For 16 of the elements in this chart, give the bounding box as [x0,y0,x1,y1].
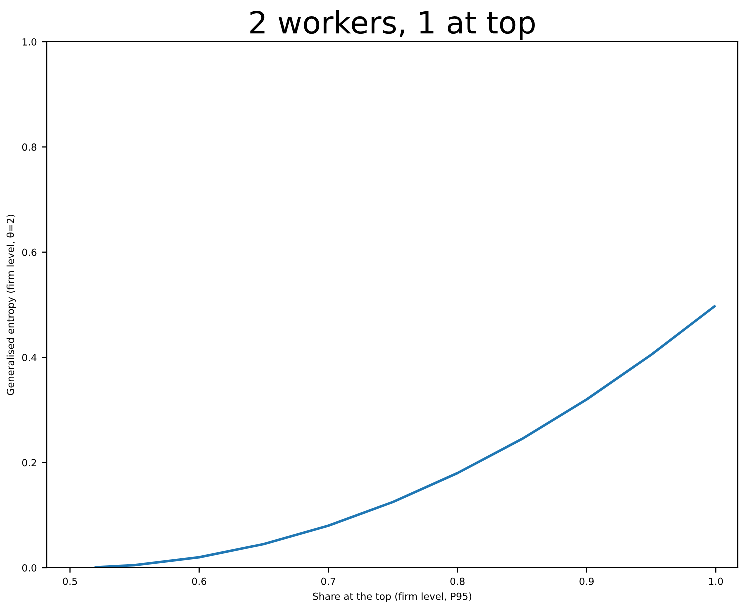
chart-title: 2 workers, 1 at top [250,10,536,40]
x-tick-label: 0.7 [321,578,336,586]
x-axis-title: Share at the top (firm level, P95) [313,592,472,602]
y-tick-label: 0.4 [22,354,37,362]
x-tick-label: 0.6 [192,578,207,586]
y-tick-label: 1.0 [22,38,37,46]
y-tick-label: 0.8 [22,144,37,152]
y-tick-label: 0.0 [22,564,37,572]
line-series [94,305,716,568]
y-axis-title: Generalised entropy (firm level, θ=2) [6,214,16,396]
x-tick-label: 0.8 [450,578,465,586]
y-tick-label: 0.2 [22,459,36,467]
x-tick-label: 0.9 [580,578,594,586]
y-tick-label: 0.6 [22,248,37,256]
x-tick-label: 0.5 [63,578,78,586]
x-tick-label: 1.0 [709,578,724,586]
